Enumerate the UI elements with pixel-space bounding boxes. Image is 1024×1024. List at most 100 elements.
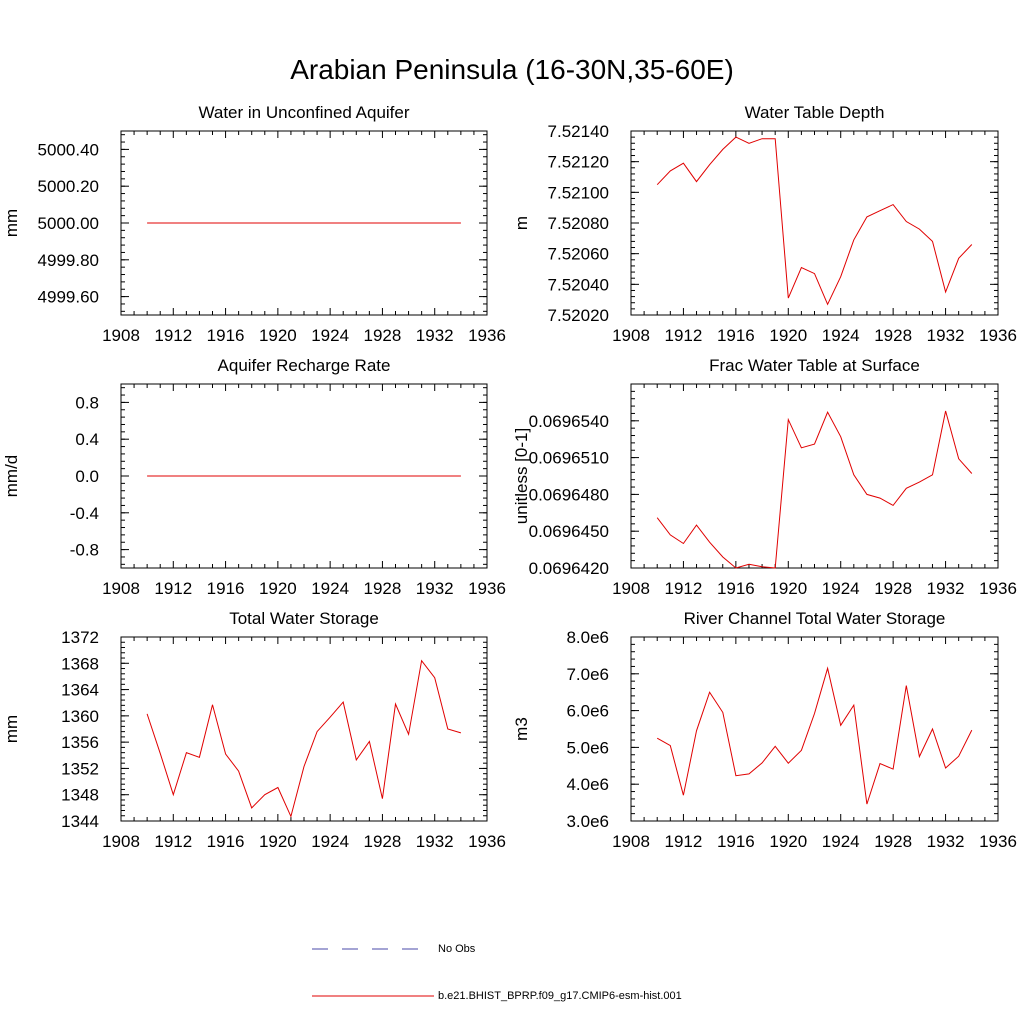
series-line xyxy=(656,666,973,805)
y-tick-label: 0.0696450 xyxy=(529,522,609,541)
x-tick-label: 1908 xyxy=(102,326,140,345)
x-tick-label: 1932 xyxy=(927,579,965,598)
x-tick-label: 1936 xyxy=(468,579,506,598)
y-axis-label: m3 xyxy=(512,717,531,741)
y-tick-label: 8.0e6 xyxy=(566,628,609,647)
panel-title: Water Table Depth xyxy=(745,103,885,122)
x-tick-label: 1916 xyxy=(717,326,755,345)
x-tick-label: 1924 xyxy=(311,326,349,345)
series-line xyxy=(656,136,973,306)
y-tick-label: -0.4 xyxy=(70,504,99,523)
y-tick-label: 7.52100 xyxy=(548,183,609,202)
x-tick-label: 1920 xyxy=(259,832,297,851)
x-tick-label: 1920 xyxy=(769,326,807,345)
y-axis-label: mm xyxy=(2,715,21,743)
y-tick-label: 1344 xyxy=(61,812,99,831)
legend-label-model: b.e21.BHIST_BPRP.f09_g17.CMIP6-esm-hist.… xyxy=(438,990,682,1002)
x-tick-label: 1916 xyxy=(207,832,245,851)
x-tick-label: 1912 xyxy=(665,832,703,851)
x-tick-label: 1916 xyxy=(717,832,755,851)
y-tick-label: 4999.80 xyxy=(38,251,99,270)
x-tick-label: 1924 xyxy=(311,579,349,598)
y-tick-label: 4999.60 xyxy=(38,288,99,307)
y-tick-label: 0.0696510 xyxy=(529,449,609,468)
y-axis-label: mm/d xyxy=(2,455,21,498)
main-title: Arabian Peninsula (16-30N,35-60E) xyxy=(290,54,734,85)
x-tick-label: 1928 xyxy=(364,579,402,598)
x-tick-label: 1932 xyxy=(416,832,454,851)
x-tick-label: 1908 xyxy=(612,326,650,345)
x-tick-label: 1924 xyxy=(311,832,349,851)
y-tick-label: 7.52120 xyxy=(548,153,609,172)
x-tick-label: 1924 xyxy=(822,832,860,851)
y-tick-label: 7.52060 xyxy=(548,245,609,264)
x-tick-label: 1908 xyxy=(612,832,650,851)
y-tick-label: 3.0e6 xyxy=(566,812,609,831)
panel-title: Frac Water Table at Surface xyxy=(709,356,920,375)
y-tick-label: 5000.20 xyxy=(38,177,99,196)
panel-title: Total Water Storage xyxy=(229,609,379,628)
y-tick-label: 0.0 xyxy=(75,467,99,486)
y-tick-label: 1348 xyxy=(61,786,99,805)
y-tick-label: 0.8 xyxy=(75,393,99,412)
y-tick-label: 1356 xyxy=(61,733,99,752)
y-tick-label: 5.0e6 xyxy=(566,738,609,757)
y-tick-label: 5000.00 xyxy=(38,214,99,233)
panel-title: River Channel Total Water Storage xyxy=(684,609,946,628)
x-tick-label: 1908 xyxy=(102,832,140,851)
x-tick-label: 1920 xyxy=(259,579,297,598)
x-tick-label: 1920 xyxy=(769,832,807,851)
x-tick-label: 1916 xyxy=(717,579,755,598)
x-tick-label: 1936 xyxy=(979,326,1017,345)
x-tick-label: 1916 xyxy=(207,326,245,345)
y-tick-label: 7.52040 xyxy=(548,275,609,294)
x-tick-label: 1920 xyxy=(769,579,807,598)
x-tick-label: 1920 xyxy=(259,326,297,345)
y-tick-label: 1364 xyxy=(61,681,99,700)
series-line xyxy=(656,410,973,569)
y-axis-label: m xyxy=(512,216,531,230)
x-tick-label: 1936 xyxy=(979,579,1017,598)
x-tick-label: 1936 xyxy=(979,832,1017,851)
series-line xyxy=(146,659,462,818)
x-tick-label: 1912 xyxy=(154,326,192,345)
y-tick-label: 7.52080 xyxy=(548,214,609,233)
x-tick-label: 1912 xyxy=(665,326,703,345)
y-tick-label: -0.8 xyxy=(70,541,99,560)
y-tick-label: 0.0696540 xyxy=(529,412,609,431)
panel-title: Water in Unconfined Aquifer xyxy=(198,103,409,122)
y-tick-label: 6.0e6 xyxy=(566,702,609,721)
x-tick-label: 1928 xyxy=(874,579,912,598)
y-tick-label: 7.0e6 xyxy=(566,665,609,684)
y-axis-label: unitless [0-1] xyxy=(512,428,531,524)
y-tick-label: 1352 xyxy=(61,759,99,778)
x-tick-label: 1908 xyxy=(102,579,140,598)
y-tick-label: 1360 xyxy=(61,707,99,726)
x-tick-label: 1908 xyxy=(612,579,650,598)
x-tick-label: 1932 xyxy=(416,579,454,598)
x-tick-label: 1936 xyxy=(468,326,506,345)
y-tick-label: 0.0696420 xyxy=(529,559,609,578)
x-tick-label: 1912 xyxy=(154,832,192,851)
x-tick-label: 1916 xyxy=(207,579,245,598)
y-tick-label: 0.4 xyxy=(75,430,99,449)
y-axis-label: mm xyxy=(2,209,21,237)
panel-title: Aquifer Recharge Rate xyxy=(218,356,391,375)
x-tick-label: 1928 xyxy=(364,832,402,851)
x-tick-label: 1928 xyxy=(874,832,912,851)
y-tick-label: 7.52020 xyxy=(548,306,609,325)
x-tick-label: 1912 xyxy=(154,579,192,598)
y-tick-label: 1368 xyxy=(61,654,99,673)
x-tick-label: 1928 xyxy=(364,326,402,345)
x-tick-label: 1924 xyxy=(822,579,860,598)
legend-label-no-obs: No Obs xyxy=(438,943,476,955)
y-tick-label: 5000.40 xyxy=(38,140,99,159)
y-tick-label: 4.0e6 xyxy=(566,775,609,794)
x-tick-label: 1936 xyxy=(468,832,506,851)
